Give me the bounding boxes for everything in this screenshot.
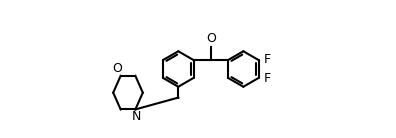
Text: O: O xyxy=(112,62,122,75)
Text: N: N xyxy=(132,110,141,123)
Text: O: O xyxy=(206,32,216,45)
Text: F: F xyxy=(264,72,271,85)
Text: F: F xyxy=(264,53,271,66)
